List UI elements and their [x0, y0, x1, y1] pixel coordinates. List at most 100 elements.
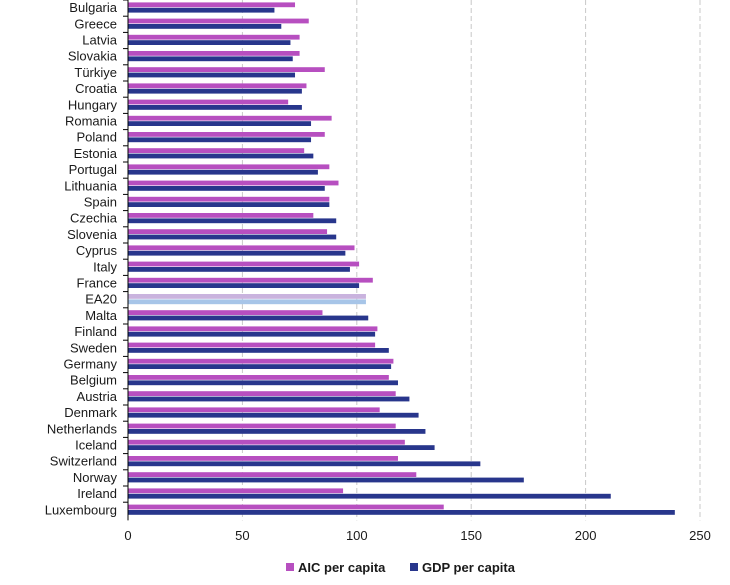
bar-aic: [128, 472, 417, 477]
legend-label-aic: AIC per capita: [298, 560, 386, 575]
bar-aic: [128, 51, 300, 56]
bar-aic: [128, 2, 296, 8]
category-label: Germany: [64, 357, 118, 372]
bar-gdp: [128, 331, 376, 337]
bar-aic: [128, 375, 389, 380]
category-label: Lithuania: [64, 178, 118, 193]
bar-gdp: [128, 24, 282, 29]
x-tick-label: 0: [124, 528, 131, 543]
category-label: Greece: [74, 16, 117, 31]
bar-aic: [128, 439, 405, 445]
category-label: Denmark: [64, 405, 117, 420]
x-tick-label: 250: [689, 528, 711, 543]
bar-aic: [128, 164, 330, 170]
bar-aic: [128, 407, 380, 413]
bar-aic: [128, 456, 398, 461]
bar-gdp: [128, 493, 611, 499]
category-label: France: [77, 276, 117, 291]
bar-aic: [128, 67, 325, 72]
category-label: Estonia: [74, 146, 118, 161]
bar-aic: [128, 391, 396, 396]
category-label: Cyprus: [76, 243, 118, 258]
bar-gdp: [128, 250, 346, 256]
bars: [128, 2, 675, 515]
bar-gdp: [128, 137, 312, 143]
bar-gdp: [128, 234, 337, 240]
category-label: Luxembourg: [45, 502, 117, 517]
bar-aic: [128, 488, 344, 494]
bar-gdp: [128, 153, 314, 159]
category-label: Croatia: [75, 81, 118, 96]
x-tick-label: 50: [235, 528, 249, 543]
bar-gdp: [128, 218, 337, 224]
x-tick-labels: 0 50 100 150 200 250: [124, 528, 710, 543]
bar-gdp: [128, 202, 330, 207]
x-tick-label: 100: [346, 528, 368, 543]
bar-gdp: [128, 461, 481, 467]
bar-gdp: [128, 283, 360, 288]
category-label: Slovakia: [68, 49, 118, 64]
category-label: Bulgaria: [69, 0, 117, 15]
category-label: Switzerland: [50, 454, 117, 469]
category-label: Malta: [85, 308, 118, 323]
bar-gdp: [128, 267, 350, 272]
bar-aic: [128, 213, 314, 218]
bar-aic: [128, 294, 366, 299]
category-label: Netherlands: [47, 421, 118, 436]
legend-label-gdp: GDP per capita: [422, 560, 516, 575]
bar-aic: [128, 504, 444, 510]
bar-aic: [128, 132, 325, 137]
category-label: Spain: [84, 195, 117, 210]
bar-aic: [128, 83, 307, 89]
bar-aic: [128, 326, 378, 332]
bar-gdp: [128, 121, 312, 126]
bar-gdp: [128, 412, 419, 418]
bar-gdp: [128, 315, 369, 321]
legend-swatch-aic: [286, 563, 294, 571]
bar-gdp: [128, 72, 296, 78]
bar-gdp: [128, 348, 389, 353]
bar-aic: [128, 148, 305, 153]
bar-gdp: [128, 429, 426, 434]
bar-aic: [128, 342, 376, 348]
category-label: Austria: [77, 389, 118, 404]
bar-gdp: [128, 7, 275, 13]
category-label: Belgium: [70, 373, 117, 388]
category-label: Türkiye: [74, 65, 117, 80]
bar-gdp: [128, 364, 392, 369]
category-label: Sweden: [70, 340, 117, 355]
category-label: Hungary: [68, 97, 118, 112]
bar-gdp: [128, 396, 410, 402]
bar-gdp: [128, 186, 325, 191]
bar-aic: [128, 18, 309, 24]
bar-gdp: [128, 169, 318, 175]
bar-aic: [128, 115, 332, 121]
category-label: Italy: [93, 259, 117, 274]
bar-aic: [128, 423, 396, 429]
bar-gdp: [128, 445, 435, 450]
category-label: Czechia: [70, 211, 118, 226]
bar-aic: [128, 277, 373, 283]
bar-gdp: [128, 56, 293, 62]
category-label: Slovenia: [67, 227, 118, 242]
bar-aic: [128, 245, 355, 251]
x-tick-label: 200: [575, 528, 597, 543]
bar-gdp: [128, 299, 366, 305]
legend-swatch-gdp: [410, 563, 418, 571]
x-tick-label: 150: [460, 528, 482, 543]
legend: AIC per capita GDP per capita: [286, 560, 516, 575]
category-label: Latvia: [82, 33, 117, 48]
bar-gdp: [128, 477, 524, 483]
bar-aic: [128, 34, 300, 40]
category-label: Finland: [74, 324, 117, 339]
bar-aic: [128, 180, 339, 186]
category-label: Portugal: [69, 162, 118, 177]
category-label: Norway: [73, 470, 118, 485]
category-label: EA20: [85, 292, 117, 307]
bar-aic: [128, 196, 330, 202]
category-label: Poland: [77, 130, 117, 145]
category-label: Ireland: [77, 486, 117, 501]
bar-gdp: [128, 510, 675, 515]
